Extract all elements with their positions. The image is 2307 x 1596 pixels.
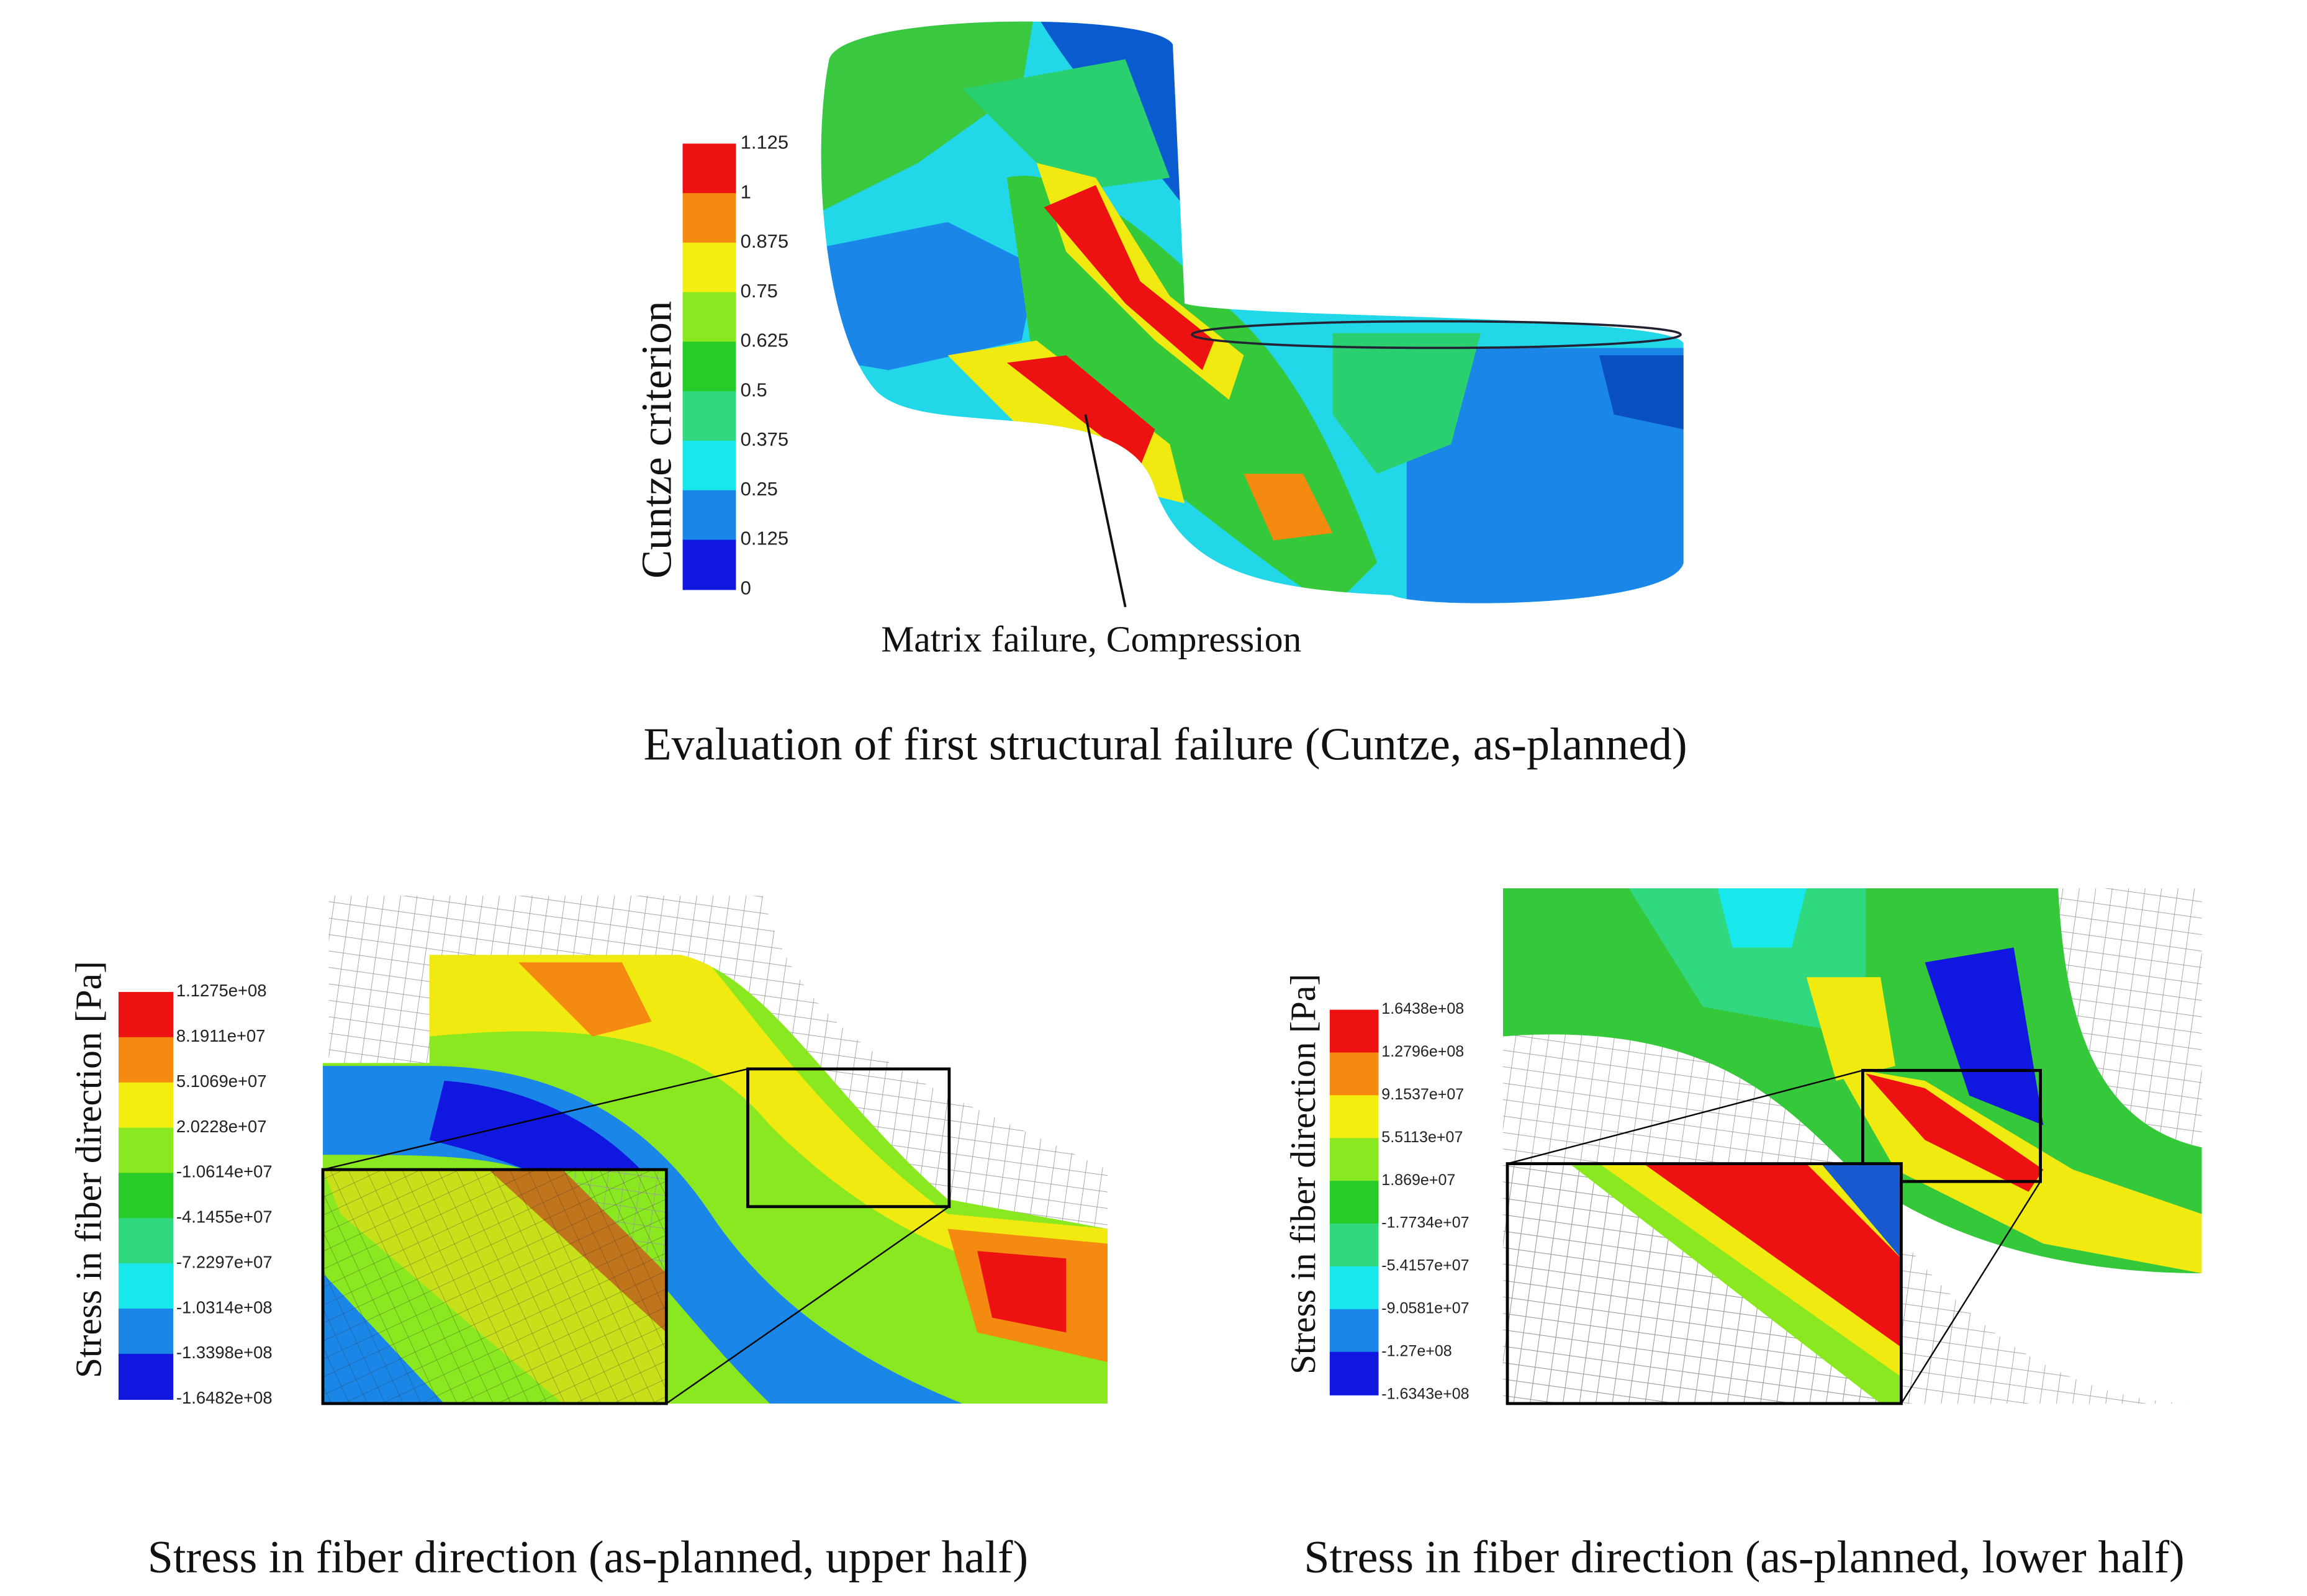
- legend-swatch: [118, 1353, 174, 1400]
- legend-swatch: [1329, 1181, 1379, 1225]
- legend-label: 1.125: [741, 132, 789, 153]
- legend-label: -7.2297e+07: [176, 1252, 273, 1271]
- legend-swatch: [682, 292, 736, 343]
- legend-swatch: [1329, 1224, 1379, 1268]
- legend-swatch: [682, 490, 736, 541]
- caption: Stress in fiber direction (as-planned, u…: [148, 1531, 1028, 1582]
- legend-swatch: [682, 341, 736, 392]
- legend-title: Stress in fiber direction [Pa]: [1284, 974, 1323, 1374]
- legend-label: 1: [741, 181, 751, 202]
- legend-label: -1.0314e+08: [176, 1297, 273, 1317]
- legend-label: 9.1537e+07: [1381, 1086, 1464, 1103]
- legend-label: 0.25: [741, 478, 778, 500]
- legend-label: -9.0581e+07: [1381, 1299, 1469, 1317]
- legend-label: -1.7734e+07: [1381, 1214, 1469, 1232]
- legend-swatch: [1329, 1095, 1379, 1139]
- legend-swatch: [682, 143, 736, 194]
- legend-swatch: [1329, 1266, 1379, 1310]
- legend-title: Stress in fiber direction [Pa]: [68, 961, 109, 1378]
- legend-title: Cuntze criterion: [632, 301, 680, 579]
- legend-label: 2.0228e+07: [176, 1117, 267, 1136]
- legend-label: -5.4157e+07: [1381, 1257, 1469, 1274]
- legend-swatch: [118, 1082, 174, 1129]
- annotation: Matrix failure, Compression: [881, 618, 1301, 659]
- legend-swatch: [1329, 1138, 1379, 1182]
- caption: Evaluation of first structural failure (…: [644, 718, 1687, 769]
- legend-swatch: [118, 1309, 174, 1355]
- legend-label: -4.1455e+07: [176, 1207, 273, 1227]
- legend-label: 0.75: [741, 280, 778, 302]
- legend-label: 8.1911e+07: [176, 1026, 266, 1045]
- legend-swatch: [682, 193, 736, 244]
- legend-label: 1.6438e+08: [1381, 1000, 1464, 1017]
- legend-label: -1.0614e+07: [176, 1162, 273, 1181]
- legend-swatch: [118, 1127, 174, 1174]
- legend-label: 0.5: [741, 379, 767, 400]
- fem-model-lower: [1502, 888, 2202, 1405]
- legend-label: 0: [741, 577, 751, 598]
- legend-label: 1.1275e+08: [176, 981, 267, 1000]
- legend-label: 1.869e+07: [1381, 1171, 1455, 1189]
- legend-swatch: [1329, 1009, 1379, 1053]
- legend-label: 5.5113e+07: [1381, 1129, 1463, 1146]
- legend-swatch: [1329, 1309, 1379, 1353]
- legend-label: -1.27e+08: [1381, 1342, 1451, 1359]
- legend-swatch: [118, 991, 174, 1038]
- legend-swatch: [682, 242, 736, 293]
- legend-label: 0.625: [741, 330, 789, 351]
- legend-label: 5.1069e+07: [176, 1071, 267, 1091]
- legend-label: -1.3398e+08: [176, 1343, 273, 1362]
- legend-swatch: [682, 539, 736, 590]
- fem-model-upper: [321, 895, 1108, 1405]
- legend-swatch: [682, 391, 736, 442]
- legend-label: 0.125: [741, 528, 789, 549]
- legend-label: 1.2796e+08: [1381, 1043, 1464, 1060]
- legend-label: 0.375: [741, 428, 789, 450]
- legend-swatch: [118, 1173, 174, 1219]
- legend-label: 0.875: [741, 230, 789, 252]
- legend-label: -1.6343e+08: [1381, 1385, 1469, 1402]
- legend-swatch: [1329, 1351, 1379, 1395]
- legend-swatch: [682, 440, 736, 491]
- legend-swatch: [118, 1263, 174, 1310]
- legend-label: -1.6482e+08: [176, 1388, 273, 1407]
- legend-swatch: [118, 1037, 174, 1083]
- legend-swatch: [118, 1218, 174, 1265]
- fem-model-top: [821, 21, 1684, 608]
- legend-swatch: [1329, 1052, 1379, 1096]
- caption: Stress in fiber direction (as-planned, l…: [1304, 1531, 2184, 1582]
